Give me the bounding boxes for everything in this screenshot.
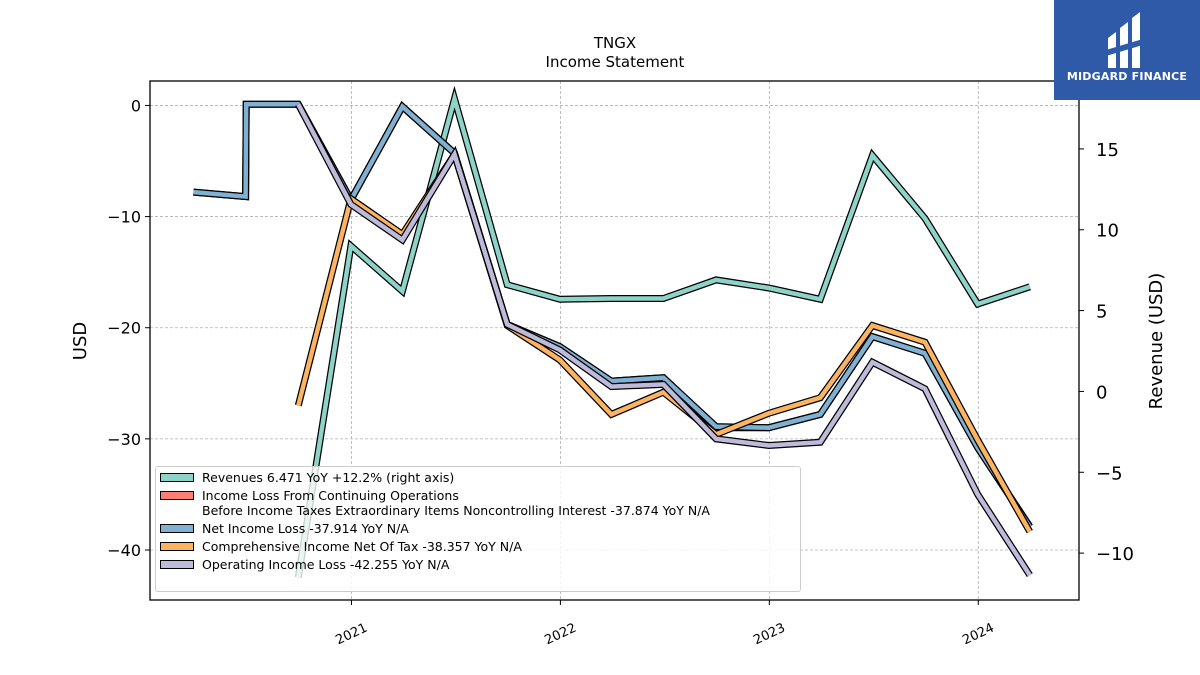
y-tick-label: −20	[107, 319, 141, 338]
brand-name: MIDGARD FINANCE	[1066, 70, 1188, 83]
x-tick-label: 2022	[542, 621, 578, 649]
legend-swatch	[160, 524, 194, 533]
legend-label: Revenues 6.471 YoY +12.2% (right axis)	[202, 470, 455, 485]
y-right-tick-label: 15	[1096, 140, 1119, 161]
legend-label: Income Loss From Continuing Operations B…	[202, 488, 710, 518]
brand-logo: MIDGARD FINANCE	[1054, 0, 1200, 100]
legend-item-revenues: Revenues 6.471 YoY +12.2% (right axis)	[160, 470, 800, 485]
series-line-fill	[193, 102, 1032, 529]
legend-item-operating-income: Operating Income Loss -42.255 YoY N/A	[160, 557, 800, 572]
chart-title: TNGX	[593, 34, 636, 52]
legend-swatch	[160, 473, 194, 482]
chart-subtitle: Income Statement	[546, 53, 685, 71]
series-line	[294, 85, 1031, 578]
x-tick-label: 2023	[751, 621, 787, 649]
plot-frame	[149, 80, 1080, 601]
legend-item-net-income: Net Income Loss -37.914 YoY N/A	[160, 521, 800, 536]
series-lines	[193, 85, 1033, 578]
x-tick-label: 2021	[334, 621, 370, 649]
chart-legend: Revenues 6.471 YoY +12.2% (right axis) I…	[155, 466, 801, 592]
legend-label: Net Income Loss -37.914 YoY N/A	[202, 521, 409, 536]
y-tick-label: −10	[107, 208, 141, 227]
x-tick-label: 2024	[960, 621, 996, 649]
y-tick-label: −30	[107, 430, 141, 449]
y-tick-label: −40	[107, 541, 141, 560]
y-axis-label: USD	[70, 322, 91, 360]
y-tick-label: 0	[131, 96, 141, 115]
series-line	[295, 102, 1033, 577]
y-right-tick-label: 10	[1096, 221, 1119, 242]
legend-swatch	[160, 542, 194, 551]
y-right-tick-label: −10	[1096, 544, 1134, 565]
legend-item-pretax-income: Income Loss From Continuing Operations B…	[160, 488, 800, 518]
y-right-tick-label: −5	[1096, 463, 1123, 484]
series-line-fill	[296, 103, 1032, 577]
legend-swatch	[160, 491, 194, 500]
y-right-axis-label: Revenue (USD)	[1146, 273, 1167, 410]
y-right-tick-label: 0	[1096, 382, 1107, 403]
series-line	[193, 100, 1033, 529]
legend-swatch	[160, 560, 194, 569]
y-right-tick-label: 5	[1096, 302, 1107, 323]
series-line-fill	[296, 90, 1031, 578]
midgard-logo-icon	[1106, 12, 1146, 68]
legend-label: Comprehensive Income Net Of Tax -38.357 …	[202, 539, 522, 554]
legend-label: Operating Income Loss -42.255 YoY N/A	[202, 557, 450, 572]
legend-item-comprehensive-income: Comprehensive Income Net Of Tax -38.357 …	[160, 539, 800, 554]
